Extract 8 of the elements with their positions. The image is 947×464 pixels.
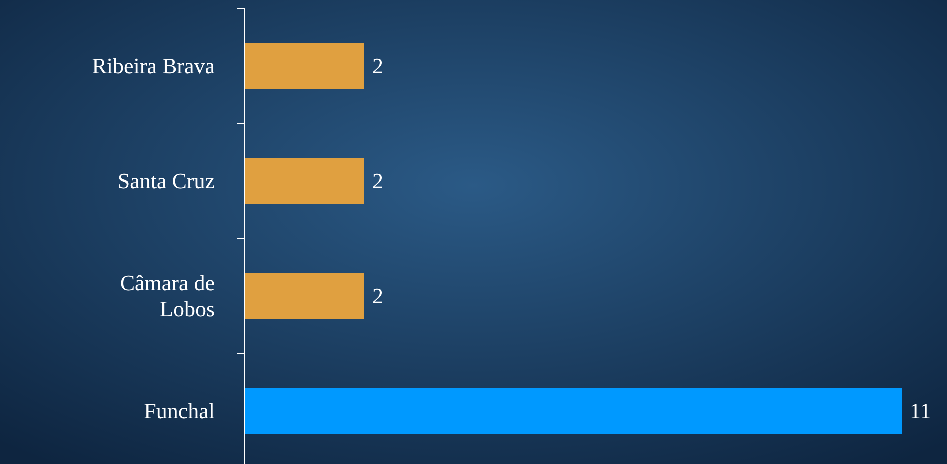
data-label: 11 [910,398,932,424]
y-tick-label: Funchal [144,398,215,424]
data-label: 2 [372,54,384,79]
y-tick-label: Câmara de Lobos [120,270,215,322]
data-label: 2 [372,284,384,309]
data-label: 2 [372,168,384,194]
y-tick-label: Ribeira Brava [92,54,216,79]
y-tick-label: Santa Cruz [118,168,216,194]
